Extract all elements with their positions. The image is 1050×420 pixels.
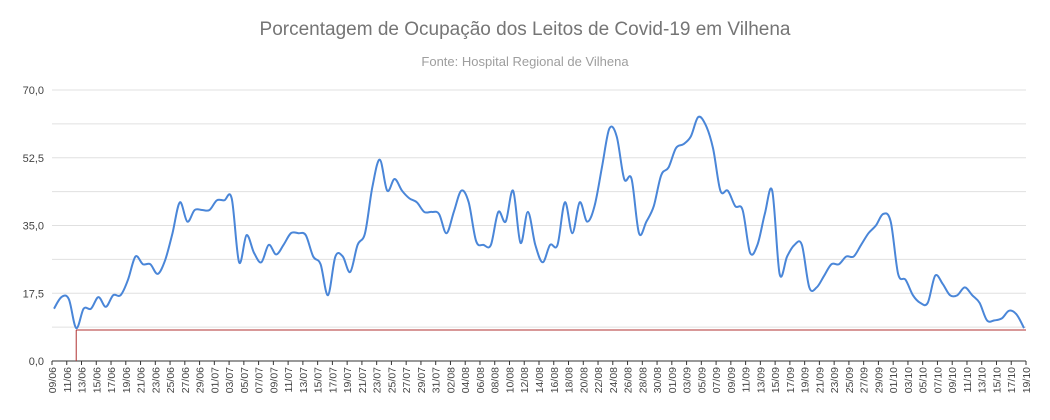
chart-title: Porcentagem de Ocupação dos Leitos de Co…: [259, 19, 791, 40]
x-tick-label: 13/06: [77, 367, 89, 393]
x-tick-label: 17/09: [785, 367, 797, 393]
x-axis-ticks: 09/06 11/06 13/06 15/06 17/06 19/06 21/06 23/06…: [47, 361, 1033, 393]
y-tick-label: 35,0: [23, 221, 44, 233]
x-tick-label: 16/08: [549, 367, 561, 393]
y-tick-label: 0,0: [29, 356, 44, 368]
x-tick-label: 19/06: [121, 367, 133, 393]
x-tick-label: 11/06: [62, 367, 74, 393]
x-tick-label: 15/10: [991, 367, 1003, 393]
x-tick-label: 29/06: [195, 367, 207, 393]
x-tick-label: 11/10: [962, 367, 974, 393]
x-tick-label: 09/06: [47, 367, 59, 393]
x-tick-label: 25/06: [165, 367, 177, 393]
x-tick-label: 03/09: [682, 367, 694, 393]
x-tick-label: 01/09: [667, 367, 679, 393]
x-tick-label: 09/07: [268, 367, 280, 393]
y-axis-ticks: 0,0 17,5 35,0 52,5 70,0: [23, 85, 44, 368]
x-tick-label: 21/06: [136, 367, 148, 393]
x-tick-label: 13/09: [755, 367, 767, 393]
x-tick-label: 15/06: [91, 367, 103, 393]
x-tick-label: 22/08: [593, 367, 605, 393]
y-tick-label: 17,5: [23, 288, 44, 300]
x-tick-label: 13/07: [298, 367, 310, 393]
x-tick-label: 07/07: [254, 367, 266, 393]
x-tick-label: 02/08: [445, 367, 457, 393]
x-tick-label: 28/08: [637, 367, 649, 393]
x-tick-label: 15/09: [770, 367, 782, 393]
x-tick-label: 09/09: [726, 367, 738, 393]
y-tick-label: 52,5: [23, 153, 44, 165]
x-tick-label: 31/07: [431, 367, 443, 393]
x-tick-label: 20/08: [578, 367, 590, 393]
x-tick-label: 23/07: [372, 367, 384, 393]
x-tick-label: 01/10: [888, 367, 900, 393]
x-tick-label: 27/07: [401, 367, 413, 393]
series-line: [53, 115, 1025, 330]
x-tick-label: 05/07: [239, 367, 251, 393]
x-tick-label: 11/07: [283, 367, 295, 393]
x-tick-label: 17/06: [106, 367, 118, 393]
x-tick-label: 03/10: [903, 367, 915, 393]
x-tick-label: 07/10: [932, 367, 944, 393]
x-tick-label: 08/08: [490, 367, 502, 393]
x-tick-label: 26/08: [623, 367, 635, 393]
x-tick-label: 14/08: [534, 367, 546, 393]
x-tick-label: 05/10: [918, 367, 930, 393]
x-tick-label: 03/07: [224, 367, 236, 393]
x-tick-label: 12/08: [519, 367, 531, 393]
x-tick-label: 13/10: [977, 367, 989, 393]
series-layer: [53, 115, 1026, 361]
x-tick-label: 25/09: [844, 367, 856, 393]
x-tick-label: 21/09: [814, 367, 826, 393]
x-tick-label: 29/09: [873, 367, 885, 393]
x-tick-label: 17/10: [1006, 367, 1018, 393]
gridlines: [52, 89, 1026, 362]
x-tick-label: 24/08: [608, 367, 620, 393]
x-tick-label: 27/06: [180, 367, 192, 393]
x-tick-label: 23/09: [829, 367, 841, 393]
x-tick-label: 09/10: [947, 367, 959, 393]
x-tick-label: 19/10: [1021, 367, 1033, 393]
x-tick-label: 10/08: [504, 367, 516, 393]
x-tick-label: 11/09: [741, 367, 753, 393]
x-tick-label: 07/09: [711, 367, 723, 393]
x-tick-label: 23/06: [150, 367, 162, 393]
chart-subtitle: Fonte: Hospital Regional de Vilhena: [421, 54, 629, 69]
x-tick-label: 21/07: [357, 367, 369, 393]
y-tick-label: 70,0: [23, 85, 44, 97]
x-tick-label: 17/07: [327, 367, 339, 393]
x-tick-label: 29/07: [416, 367, 428, 393]
x-tick-label: 04/08: [460, 367, 472, 393]
x-tick-label: 05/09: [696, 367, 708, 393]
x-tick-label: 01/07: [209, 367, 221, 393]
x-tick-label: 25/07: [386, 367, 398, 393]
x-tick-label: 27/09: [859, 367, 871, 393]
x-tick-label: 15/07: [313, 367, 325, 393]
x-tick-label: 19/09: [800, 367, 812, 393]
x-tick-label: 06/08: [475, 367, 487, 393]
x-tick-label: 19/07: [342, 367, 354, 393]
x-tick-label: 18/08: [564, 367, 576, 393]
x-tick-label: 30/08: [652, 367, 664, 393]
